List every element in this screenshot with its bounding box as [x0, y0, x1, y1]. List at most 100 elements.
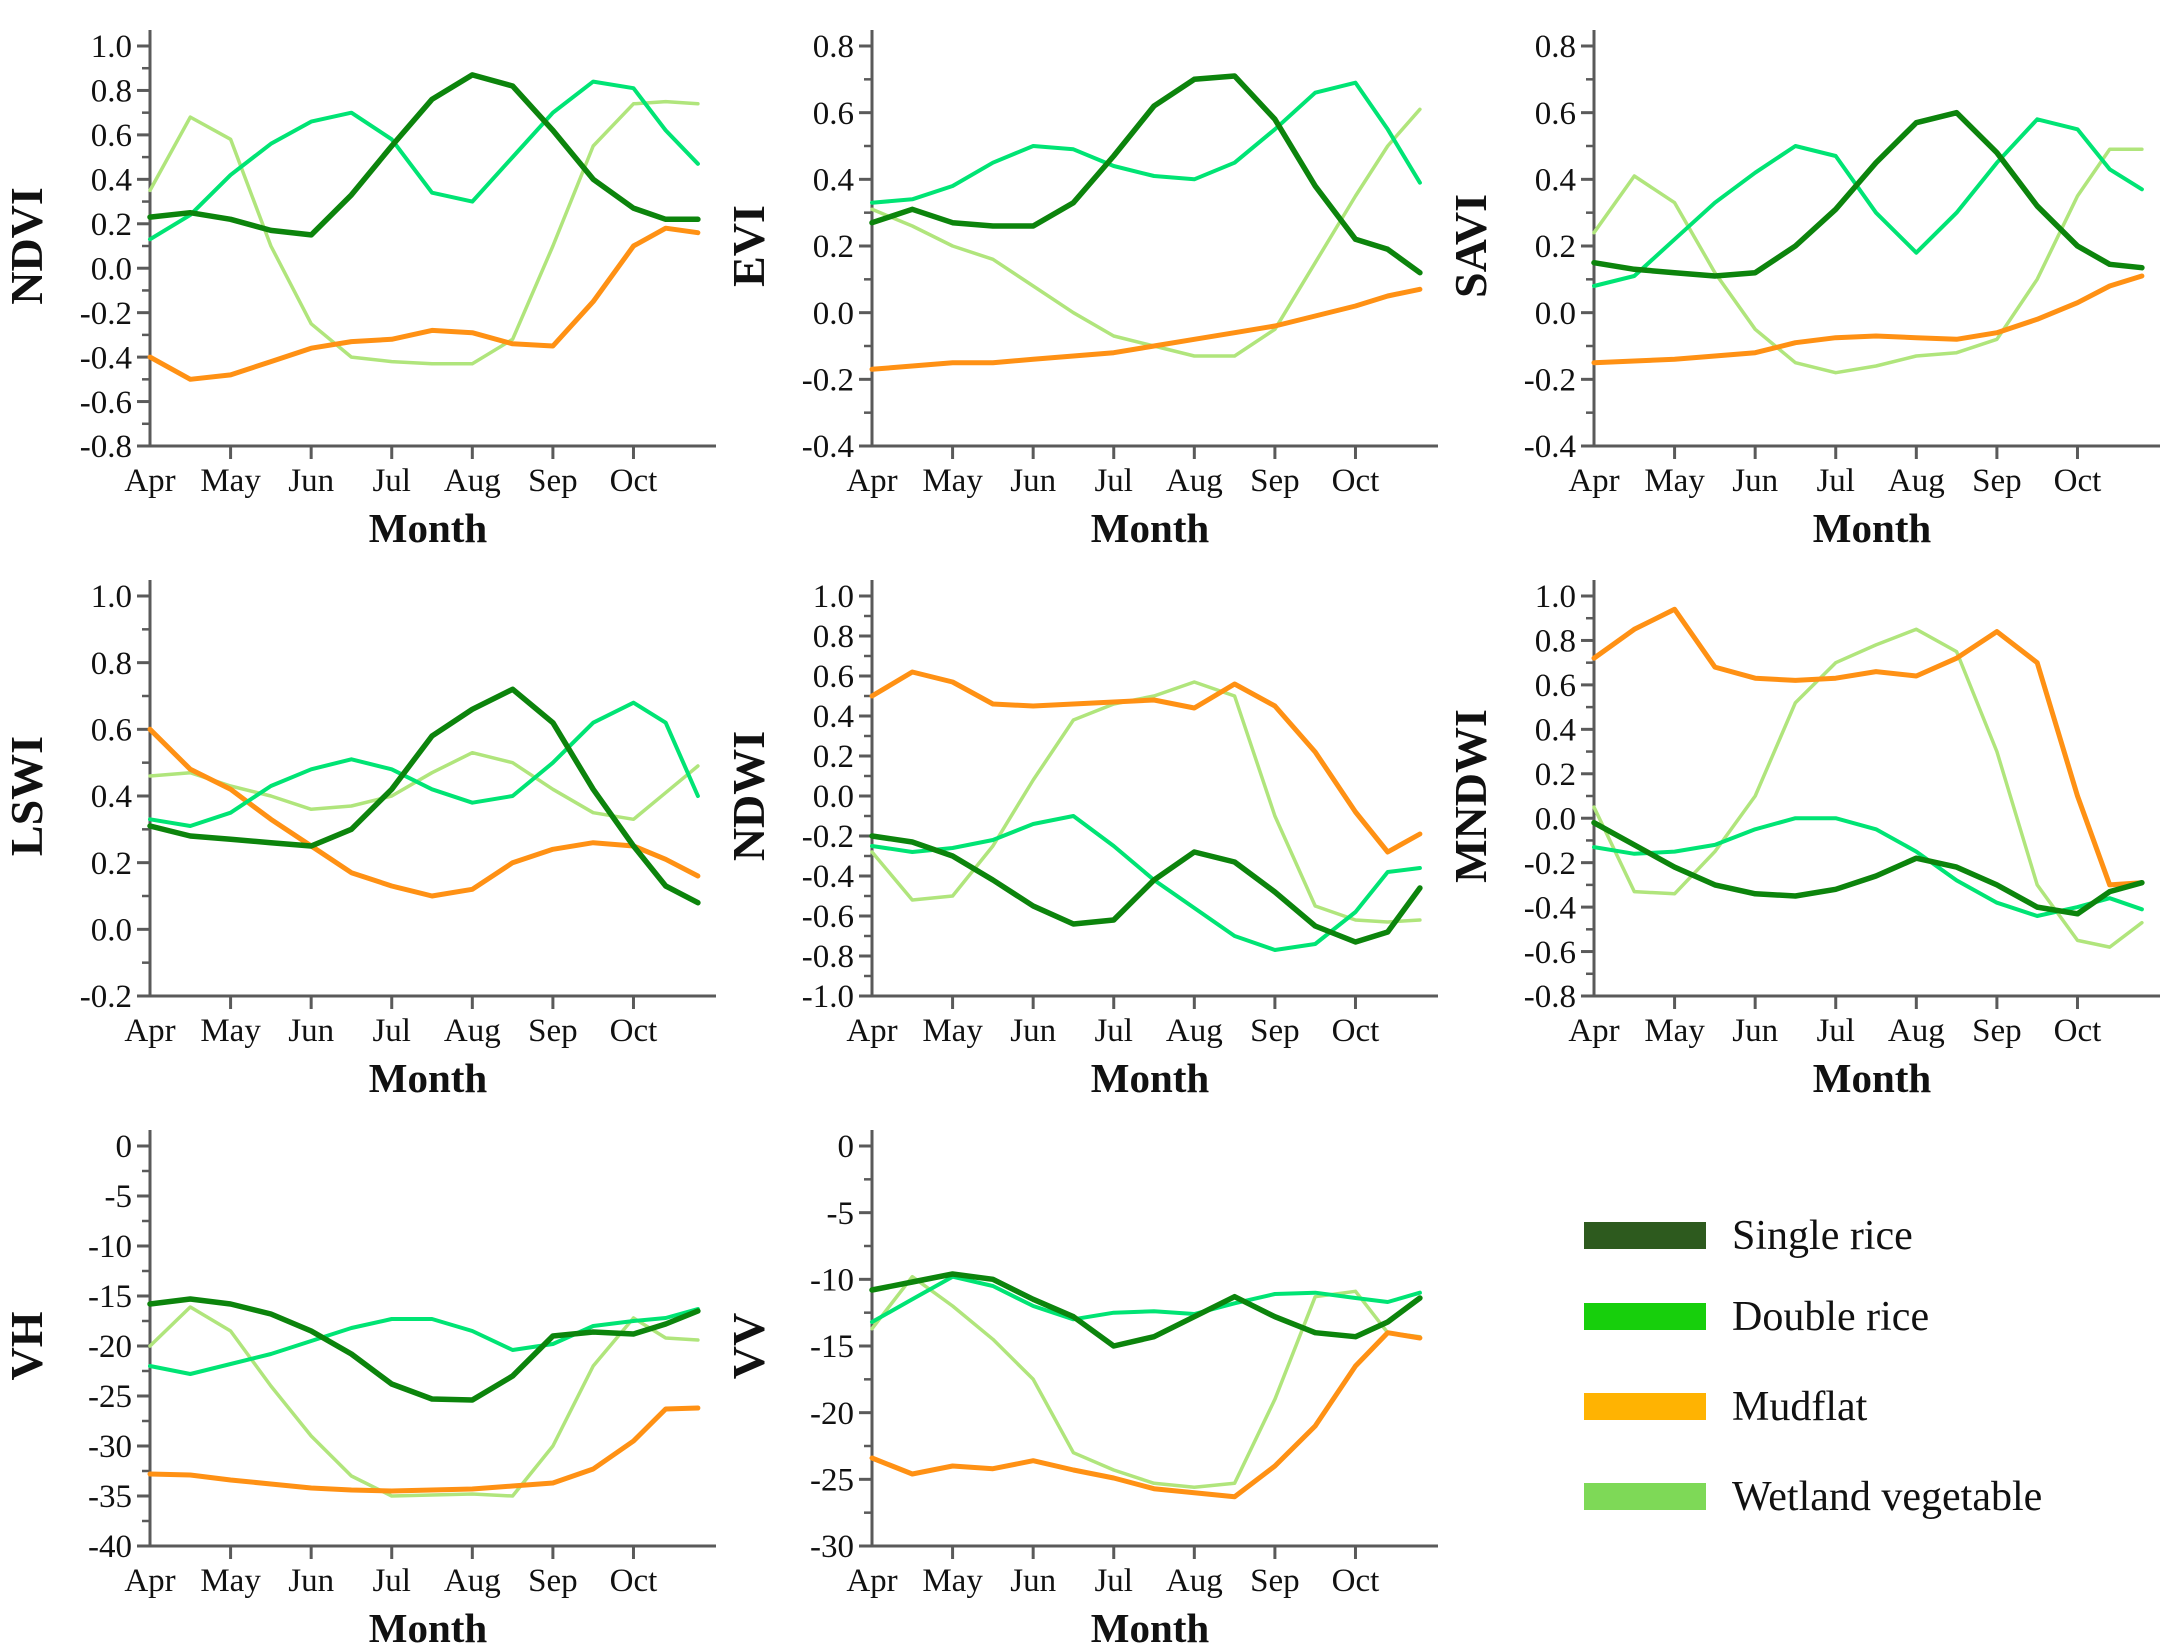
x-tick-label: Aug: [1166, 1013, 1223, 1049]
x-tick-label: Oct: [1332, 463, 1380, 499]
x-tick-label: Sep: [1972, 1013, 2022, 1049]
y-tick-label: -25: [810, 1463, 854, 1499]
series-double-rice: [870, 814, 1422, 952]
x-tick-label: May: [200, 1013, 261, 1049]
x-tick-label: Sep: [528, 1013, 578, 1049]
series-single-rice: [1591, 109, 2145, 279]
series-single-rice: [1591, 819, 2145, 917]
y-tick-label: 0.0: [1535, 296, 1576, 332]
y-tick-label: 0.4: [1535, 163, 1576, 199]
y-tick-label: 0.6: [91, 118, 132, 154]
legend-swatch-wetland-vegetable: [1584, 1483, 1706, 1510]
legend-label: Single rice: [1732, 1213, 1913, 1259]
x-tick-label: Apr: [846, 1013, 897, 1049]
chart-cell-savi: 0.8 0.6 0.4 0.2 0.0 -0.2 -0.4 Apr May Jun Jul Aug Se…: [1444, 0, 2166, 550]
y-tick-label: -10: [88, 1229, 132, 1265]
x-tick-label: Apr: [1568, 463, 1619, 499]
series-double-rice: [148, 79, 700, 242]
series-single-rice: [147, 1296, 701, 1403]
x-tick-label: Aug: [444, 463, 501, 499]
y-tick-label: -15: [810, 1329, 854, 1365]
x-tick-label: Jun: [288, 1563, 334, 1599]
x-tick-label: Sep: [1250, 1013, 1300, 1049]
x-ticks: Apr May Jun Jul Aug Sep Oct: [846, 1546, 1379, 1599]
y-tick-label: -35: [88, 1479, 132, 1515]
y-tick-label: 0.0: [91, 251, 132, 287]
y-axis-title: VV: [723, 1313, 774, 1379]
legend-label: Double rice: [1732, 1294, 1930, 1340]
series-mudflat: [147, 225, 701, 382]
series-wetland-vegetable: [148, 750, 700, 822]
y-tick-label: 0.0: [91, 913, 132, 949]
chart-ndwi: 1.0 0.8 0.6 0.4 0.2 0.0 -0.2 -0.4 -0.6 -0.8 -1.0Ap…: [723, 579, 1438, 1100]
x-tick-label: Aug: [1166, 463, 1223, 499]
x-tick-label: Jun: [288, 463, 334, 499]
y-tick-label: -30: [88, 1429, 132, 1465]
x-tick-label: Apr: [124, 463, 175, 499]
y-tick-label: -0.6: [1524, 935, 1576, 971]
series-double-rice: [1592, 117, 2144, 288]
chart-cell-vh: 0 -5 -10 -15 -20 -25 -30 -35 -40 Apr May Jun Jul Aug S…: [0, 1100, 722, 1650]
y-tick-label: 0.6: [1535, 668, 1576, 704]
y-tick-label: 0.4: [91, 163, 132, 199]
legend-label: Wetland vegetable: [1732, 1474, 2043, 1520]
y-tick-label: -5: [105, 1179, 133, 1215]
y-tick-label: -0.2: [802, 819, 854, 855]
x-ticks: Apr May Jun Jul Aug Sep Oct: [124, 996, 657, 1049]
series-double-rice: [148, 1307, 700, 1376]
y-tick-label: 0.4: [91, 779, 132, 815]
y-tick-label: -25: [88, 1379, 132, 1415]
y-tick-label: -0.6: [802, 899, 854, 935]
x-tick-label: Oct: [1332, 1563, 1380, 1599]
series-wetland-vegetable: [870, 680, 1422, 924]
series-mudflat: [147, 726, 701, 899]
x-tick-label: May: [922, 463, 983, 499]
y-tick-label: 1.0: [91, 29, 132, 65]
chart-cell-lswi: 1.0 0.8 0.6 0.4 0.2 0.0 -0.2 Apr May Jun Jul Aug Sep…: [0, 550, 722, 1100]
legend-swatch-double-rice: [1584, 1303, 1706, 1330]
y-ticks: 0 -5 -10 -15 -20 -25 -30 -35 -40: [88, 1129, 150, 1565]
y-ticks: 0 -5 -10 -15 -20 -25 -30: [810, 1129, 872, 1565]
y-tick-label: -0.2: [80, 296, 132, 332]
x-tick-label: Oct: [610, 1013, 658, 1049]
x-tick-label: Oct: [610, 1563, 658, 1599]
y-tick-label: 0.2: [813, 739, 854, 775]
y-axis-title: EVI: [723, 205, 774, 287]
y-tick-label: -0.8: [802, 939, 854, 975]
y-tick-label: 0.4: [813, 163, 854, 199]
x-tick-label: Apr: [124, 1013, 175, 1049]
legend-swatch-mudflat: [1584, 1393, 1706, 1420]
y-axis-title: NDVI: [1, 187, 52, 305]
y-tick-label: -0.4: [802, 859, 854, 895]
y-tick-label: -15: [88, 1279, 132, 1315]
series-mudflat: [869, 1330, 1423, 1500]
y-tick-label: 0.6: [813, 659, 854, 695]
x-tick-label: Apr: [1568, 1013, 1619, 1049]
x-ticks: Apr May Jun Jul Aug Sep Oct: [124, 446, 657, 499]
x-tick-label: Oct: [1332, 1013, 1380, 1049]
series-mudflat: [1591, 273, 2145, 366]
series-single-rice: [869, 833, 1423, 945]
y-tick-label: 1.0: [1535, 579, 1576, 615]
y-tick-label: -0.2: [802, 363, 854, 399]
y-tick-label: -10: [810, 1263, 854, 1299]
chart-cell-vv: 0 -5 -10 -15 -20 -25 -30 Apr May Jun Jul Aug Sep Oct V…: [722, 1100, 1444, 1650]
y-tick-label: -1.0: [802, 979, 854, 1015]
y-tick-label: 0.4: [813, 699, 854, 735]
y-tick-label: -0.2: [80, 979, 132, 1015]
y-tick-label: 0.6: [1535, 96, 1576, 132]
series-wetland-vegetable: [870, 107, 1422, 358]
x-tick-label: Sep: [1972, 463, 2022, 499]
y-ticks: 0.8 0.6 0.4 0.2 0.0 -0.2 -0.4: [1524, 29, 1594, 465]
x-tick-label: Sep: [528, 463, 578, 499]
x-tick-label: Jul: [372, 1013, 411, 1049]
x-tick-label: Jul: [1816, 1013, 1855, 1049]
x-ticks: Apr May Jun Jul Aug Sep Oct: [124, 1546, 657, 1599]
y-tick-label: 0.2: [1535, 757, 1576, 793]
x-tick-label: Jul: [1094, 1563, 1133, 1599]
series-mudflat: [1591, 606, 2145, 888]
x-tick-label: May: [922, 1013, 983, 1049]
y-axis-title: VH: [1, 1311, 52, 1380]
x-ticks: Apr May Jun Jul Aug Sep Oct: [846, 446, 1379, 499]
x-tick-label: Sep: [528, 1563, 578, 1599]
